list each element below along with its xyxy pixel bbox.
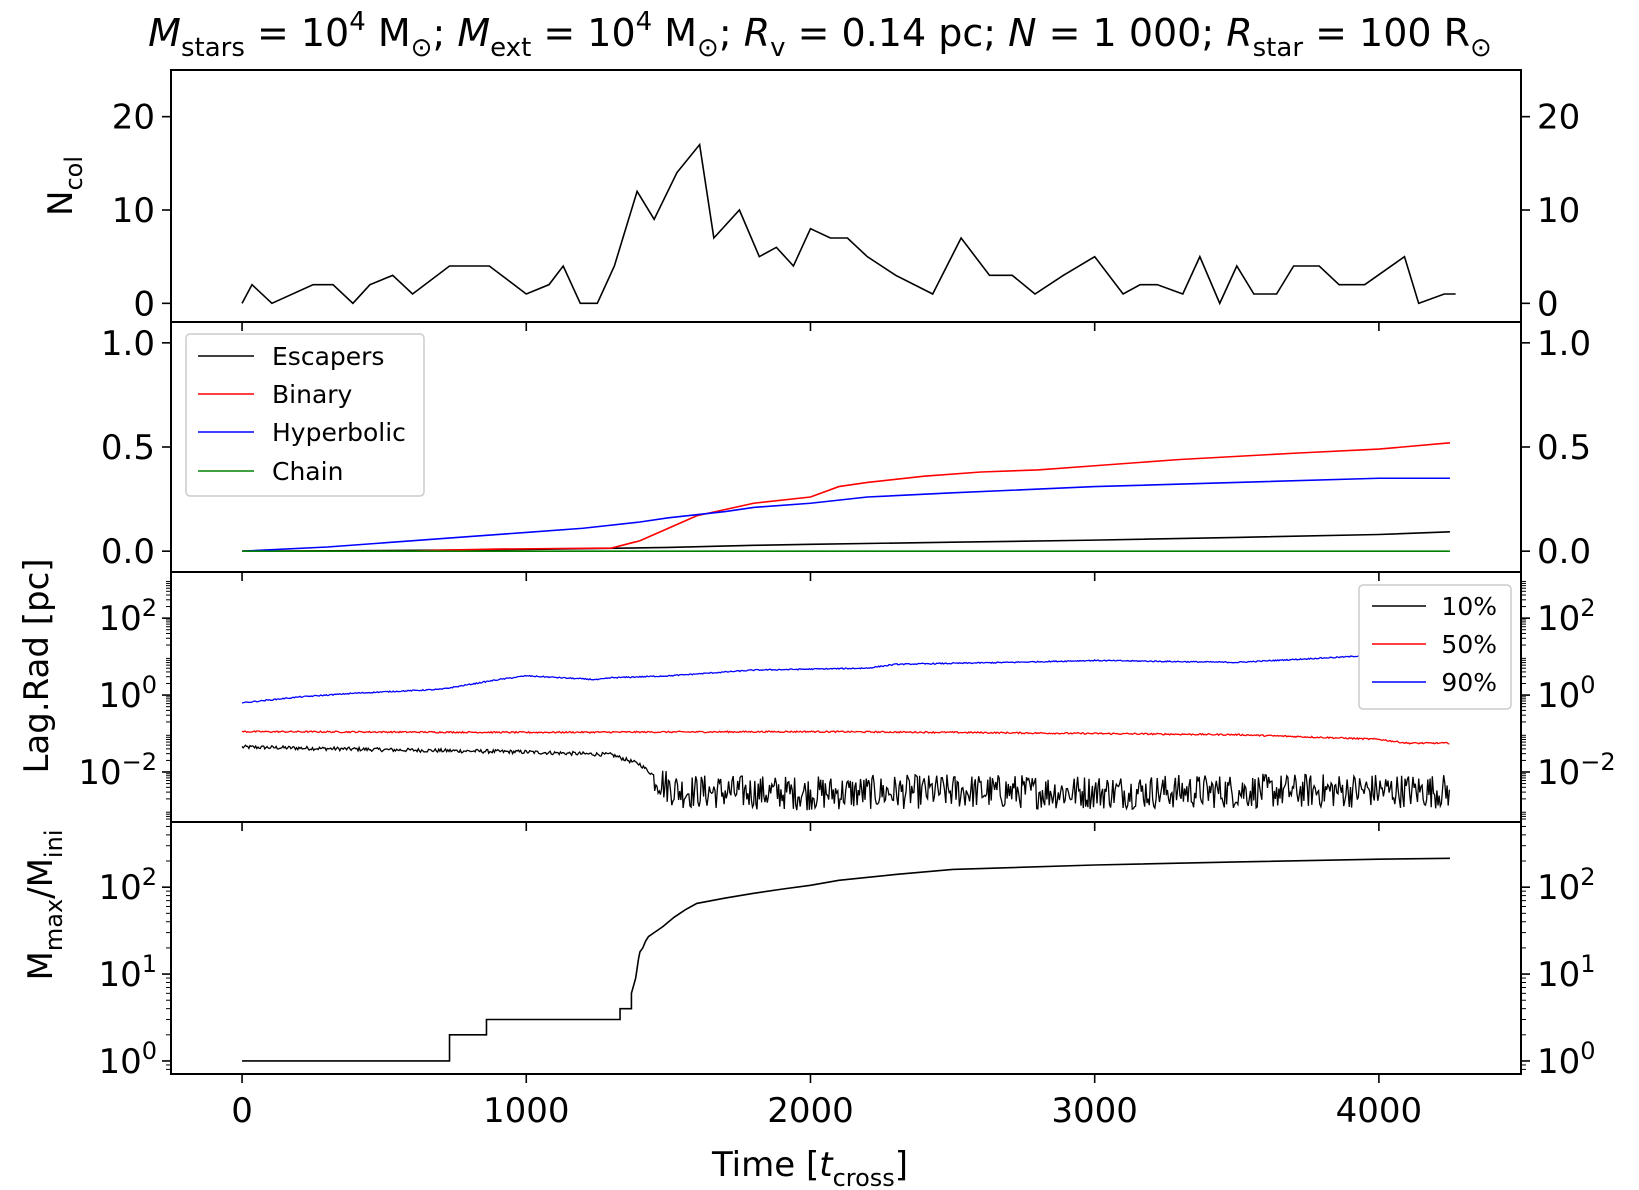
series-lagrad-50pct-line — [241, 730, 1450, 745]
legend-label-hyperbolic: Hyperbolic — [272, 418, 406, 447]
x-tick-label: 2000 — [767, 1091, 854, 1131]
series-lagrad-10pct-line — [241, 744, 1451, 811]
x-tick-label: 1000 — [483, 1091, 570, 1131]
y-tick-label-left: 101 — [98, 950, 157, 995]
y-tick-label-left: 1.0 — [101, 324, 155, 364]
y-tick-label-left: 20 — [112, 98, 155, 138]
legend-fractions: Escapers Binary Hyperbolic Chain — [185, 333, 425, 497]
y-tick-label-left: 10−2 — [78, 748, 157, 793]
panel-max-mass: 100 100 101 101 102 102 0 1000 2000 3000 4000 — [98, 821, 1596, 1131]
y-tick-label-right: 0 — [1537, 284, 1559, 324]
series-binary-line — [242, 442, 1451, 552]
y-tick-label-left: 10 — [112, 191, 155, 231]
y-tick-label-left: 0.0 — [101, 532, 155, 572]
y-tick-label-right: 100 — [1537, 1037, 1596, 1082]
series-ncol-line — [241, 142, 1456, 306]
x-tick-label: 3000 — [1051, 1091, 1138, 1131]
ylabel-mmax: Mmax/Mini — [21, 830, 68, 981]
legend-lagrangian: 10% 50% 90% — [1358, 584, 1512, 710]
series-lagrad-90pct-line — [241, 647, 1450, 704]
y-tick-label-right: 102 — [1537, 863, 1596, 908]
legend-label-binary: Binary — [272, 380, 353, 409]
y-tick-label-right: 100 — [1537, 671, 1596, 716]
series-mmax-line — [242, 857, 1450, 1062]
y-tick-label-right: 102 — [1537, 594, 1596, 639]
legend-label-90pct: 90% — [1441, 668, 1497, 697]
y-tick-label-left: 102 — [98, 594, 157, 639]
y-tick-label-right: 1.0 — [1537, 324, 1591, 364]
ylabel-ncol: Ncol — [41, 156, 88, 216]
panel-fractions: 0.0 0.0 0.5 0.5 1.0 1.0 — [101, 321, 1591, 581]
legend-label-chain: Chain — [272, 457, 343, 486]
legend-label-escapers: Escapers — [272, 342, 384, 371]
y-tick-label-left: 0.5 — [101, 428, 155, 468]
y-tick-label-left: 100 — [98, 671, 157, 716]
chart-title: Mstars = 104 M⊙; Mext = 104 M⊙; Rv = 0.1… — [148, 7, 1492, 63]
y-tick-label-left: 102 — [98, 863, 157, 908]
y-tick-label-right: 20 — [1537, 98, 1580, 138]
y-tick-label-right: 10 — [1537, 191, 1580, 231]
panel-lagrangian-radii: 10−2 10−2 100 100 102 102 — [78, 571, 1616, 831]
series-hyperbolic-line — [242, 477, 1450, 552]
y-tick-label-left: 100 — [98, 1037, 157, 1082]
legend-label-50pct: 50% — [1441, 630, 1497, 659]
x-tick-label: 0 — [231, 1091, 253, 1131]
x-tick-label: 4000 — [1336, 1091, 1423, 1131]
panel-ncol: 0 0 10 10 20 20 — [112, 69, 1580, 331]
xlabel-time: Time [tcross] — [711, 1145, 908, 1190]
y-tick-label-right: 101 — [1537, 950, 1596, 995]
y-tick-label-left: 0 — [133, 284, 155, 324]
y-tick-label-right: 0.5 — [1537, 428, 1591, 468]
y-tick-label-right: 0.0 — [1537, 532, 1591, 572]
legend-label-10pct: 10% — [1441, 592, 1497, 621]
y-tick-label-right: 10−2 — [1537, 748, 1616, 793]
series-escapers-line — [242, 530, 1450, 552]
plot-frame — [170, 69, 1522, 323]
ylabel-lagrad: Lag.Rad [pc] — [17, 558, 57, 773]
